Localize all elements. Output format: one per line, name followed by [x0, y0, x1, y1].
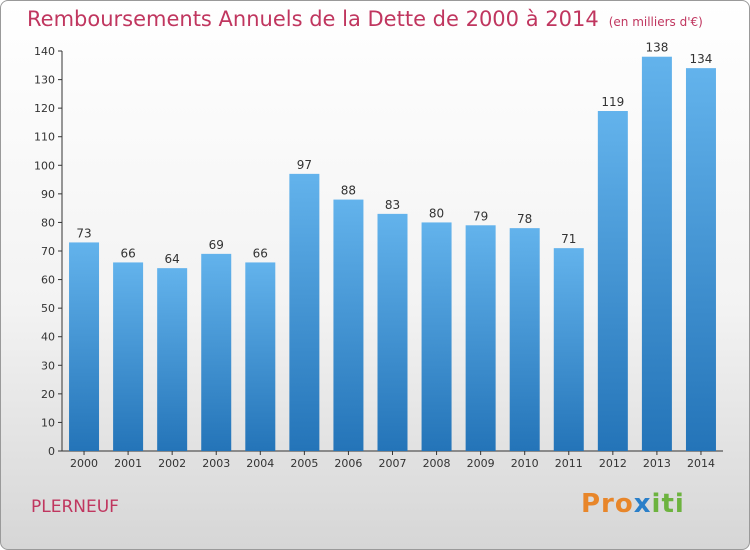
chart-title-text: Remboursements Annuels de la Dette de 20… [27, 7, 599, 31]
value-label-2014: 134 [690, 52, 713, 66]
x-tick-label-2009: 2009 [467, 457, 495, 470]
logo-part-2: x [633, 489, 652, 519]
y-tick-label: 0 [48, 445, 55, 458]
y-tick-label: 30 [41, 359, 55, 372]
x-tick-label-2003: 2003 [202, 457, 230, 470]
value-label-2007: 83 [385, 198, 400, 212]
bar-2009 [465, 225, 496, 451]
bar-2014 [685, 68, 716, 452]
x-tick-label-2010: 2010 [511, 457, 539, 470]
chart-subtitle: (en milliers d'€) [608, 15, 703, 29]
value-label-2012: 119 [601, 95, 624, 109]
bar-2007 [377, 213, 408, 451]
x-tick-label-2013: 2013 [643, 457, 671, 470]
chart-axes: 0 10 20 30 40 50 60 70 80 90 100 110 120 130 140 2000 20… [34, 45, 723, 470]
value-label-2006: 88 [341, 184, 356, 198]
y-tick-label: 80 [41, 216, 55, 229]
bar-2008 [421, 222, 452, 451]
bar-2006 [333, 199, 364, 451]
value-label-2003: 69 [209, 238, 224, 252]
y-tick-label: 90 [41, 188, 55, 201]
value-label-2009: 79 [473, 209, 488, 223]
value-label-2004: 66 [253, 246, 268, 260]
value-label-2002: 64 [165, 252, 180, 266]
value-label-2000: 73 [76, 226, 91, 240]
bar-2003 [201, 253, 232, 451]
value-label-2005: 97 [297, 158, 312, 172]
x-tick-label-2007: 2007 [379, 457, 407, 470]
x-tick-label-2004: 2004 [246, 457, 274, 470]
bar-2005 [289, 173, 320, 451]
chart-bars: 73 66 64 69 66 97 88 83 80 79 78 71 119 138 134 [69, 41, 716, 452]
y-tick-label: 50 [41, 302, 55, 315]
bar-2000 [69, 242, 100, 451]
bar-2001 [113, 262, 144, 451]
bar-2002 [157, 268, 188, 451]
value-label-2011: 71 [561, 232, 576, 246]
chart-title: Remboursements Annuels de la Dette de 20… [27, 7, 703, 31]
x-tick-label-2001: 2001 [114, 457, 142, 470]
x-tick-label-2011: 2011 [555, 457, 583, 470]
value-label-2010: 78 [517, 212, 532, 226]
x-tick-label-2014: 2014 [687, 457, 715, 470]
y-tick-label: 130 [34, 74, 55, 87]
bar-2013 [641, 56, 672, 451]
x-tick-label-2006: 2006 [334, 457, 362, 470]
value-label-2013: 138 [645, 41, 668, 55]
y-tick-label: 100 [34, 159, 55, 172]
logo-part-3: iti [651, 489, 685, 519]
y-tick-label: 140 [34, 45, 55, 58]
y-tick-label: 20 [41, 388, 55, 401]
y-tick-label: 60 [41, 274, 55, 287]
bar-2004 [245, 262, 276, 451]
y-tick-label: 40 [41, 331, 55, 344]
bar-2011 [553, 248, 584, 451]
value-label-2001: 66 [120, 246, 135, 260]
x-tick-label-2000: 2000 [70, 457, 98, 470]
value-label-2008: 80 [429, 206, 444, 220]
y-tick-label: 70 [41, 245, 55, 258]
x-tick-label-2008: 2008 [423, 457, 451, 470]
logo-part-1: Pro [581, 489, 634, 519]
bar-2012 [597, 111, 628, 451]
y-tick-label: 110 [34, 131, 55, 144]
bar-2010 [509, 228, 540, 451]
proxiti-logo: Proxiti [581, 489, 685, 519]
city-name: PLERNEUF [31, 497, 119, 517]
x-tick-label-2012: 2012 [599, 457, 627, 470]
y-tick-label: 10 [41, 416, 55, 429]
y-tick-label: 120 [34, 102, 55, 115]
x-tick-label-2002: 2002 [158, 457, 186, 470]
x-tick-label-2005: 2005 [290, 457, 318, 470]
